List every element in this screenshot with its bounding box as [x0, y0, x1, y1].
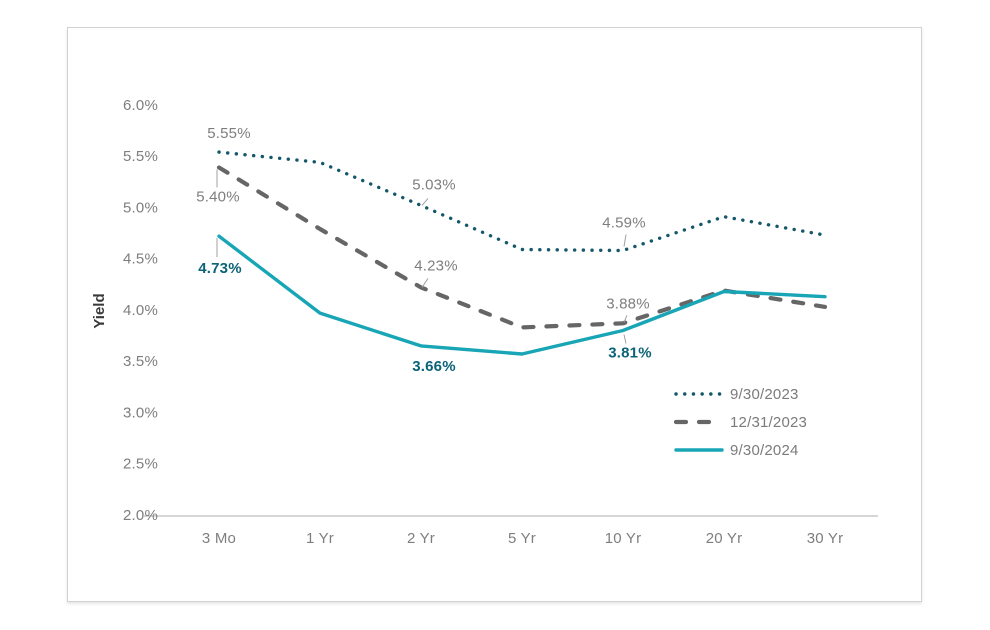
legend-swatch-solid-line: [674, 448, 724, 452]
yield-curve-chart: 2.0% 2.5% 3.0% 3.5% 4.0% 4.5% 5.0% 5.5% 6.0% 3 Mo…: [91, 97, 878, 547]
x-tick-label: 2 Yr: [407, 530, 435, 547]
legend-item-9-30-2024: 9/30/2024: [673, 436, 807, 464]
legend-label: 9/30/2024: [730, 441, 799, 459]
y-axis-title: Yield: [91, 293, 108, 328]
legend-item-12-31-2023: 12/31/2023: [673, 408, 807, 436]
data-label-5.03: 5.03%: [412, 176, 456, 193]
annotation-leader-line: [421, 198, 429, 206]
y-tick-label: 6.0%: [123, 97, 158, 114]
x-tick-label: 3 Mo: [202, 530, 236, 547]
legend-item-9-30-2023: 9/30/2023: [673, 380, 807, 408]
legend-label: 9/30/2023: [730, 385, 799, 403]
x-tick-label: 20 Yr: [706, 530, 743, 547]
y-tick-label: 2.0%: [123, 507, 158, 524]
data-label-4.59: 4.59%: [602, 214, 646, 231]
data-label-4.73: 4.73%: [198, 260, 242, 277]
legend-swatch-dotted-line: [674, 392, 724, 396]
yield-curve-chart-card: 2.0% 2.5% 3.0% 3.5% 4.0% 4.5% 5.0% 5.5% 6.0% 3 Mo…: [67, 27, 922, 602]
x-tick-label: 30 Yr: [807, 530, 844, 547]
data-label-5.55: 5.55%: [207, 125, 251, 142]
y-tick-label: 2.5%: [123, 456, 158, 473]
data-label-4.23: 4.23%: [414, 257, 458, 274]
data-label-3.81: 3.81%: [608, 344, 652, 361]
y-tick-label: 3.5%: [123, 353, 158, 370]
legend-label: 12/31/2023: [730, 413, 808, 431]
y-tick-label: 3.0%: [123, 404, 158, 421]
x-tick-label: 10 Yr: [605, 530, 642, 547]
annotation-leader-line: [623, 234, 627, 247]
y-tick-label: 4.0%: [123, 302, 158, 319]
data-label-3.88: 3.88%: [606, 295, 650, 312]
y-tick-label: 4.5%: [123, 251, 158, 268]
chart-legend: 9/30/2023 12/31/2023 9/30/2024: [673, 380, 807, 464]
legend-swatch-dashed-line: [673, 419, 725, 425]
annotation-leader-line: [421, 278, 429, 288]
annotation-leader-line: [623, 334, 627, 344]
y-tick-label: 5.0%: [123, 199, 158, 216]
data-label-3.66: 3.66%: [412, 358, 456, 375]
annotation-leader-line: [623, 315, 628, 323]
data-label-5.40: 5.40%: [196, 188, 240, 205]
series-line-9-30-2024: [217, 234, 827, 356]
x-tick-label: 1 Yr: [306, 530, 334, 547]
series-line-9-30-2023: [217, 150, 827, 253]
y-tick-label: 5.5%: [123, 148, 158, 165]
x-tick-label: 5 Yr: [508, 530, 536, 547]
